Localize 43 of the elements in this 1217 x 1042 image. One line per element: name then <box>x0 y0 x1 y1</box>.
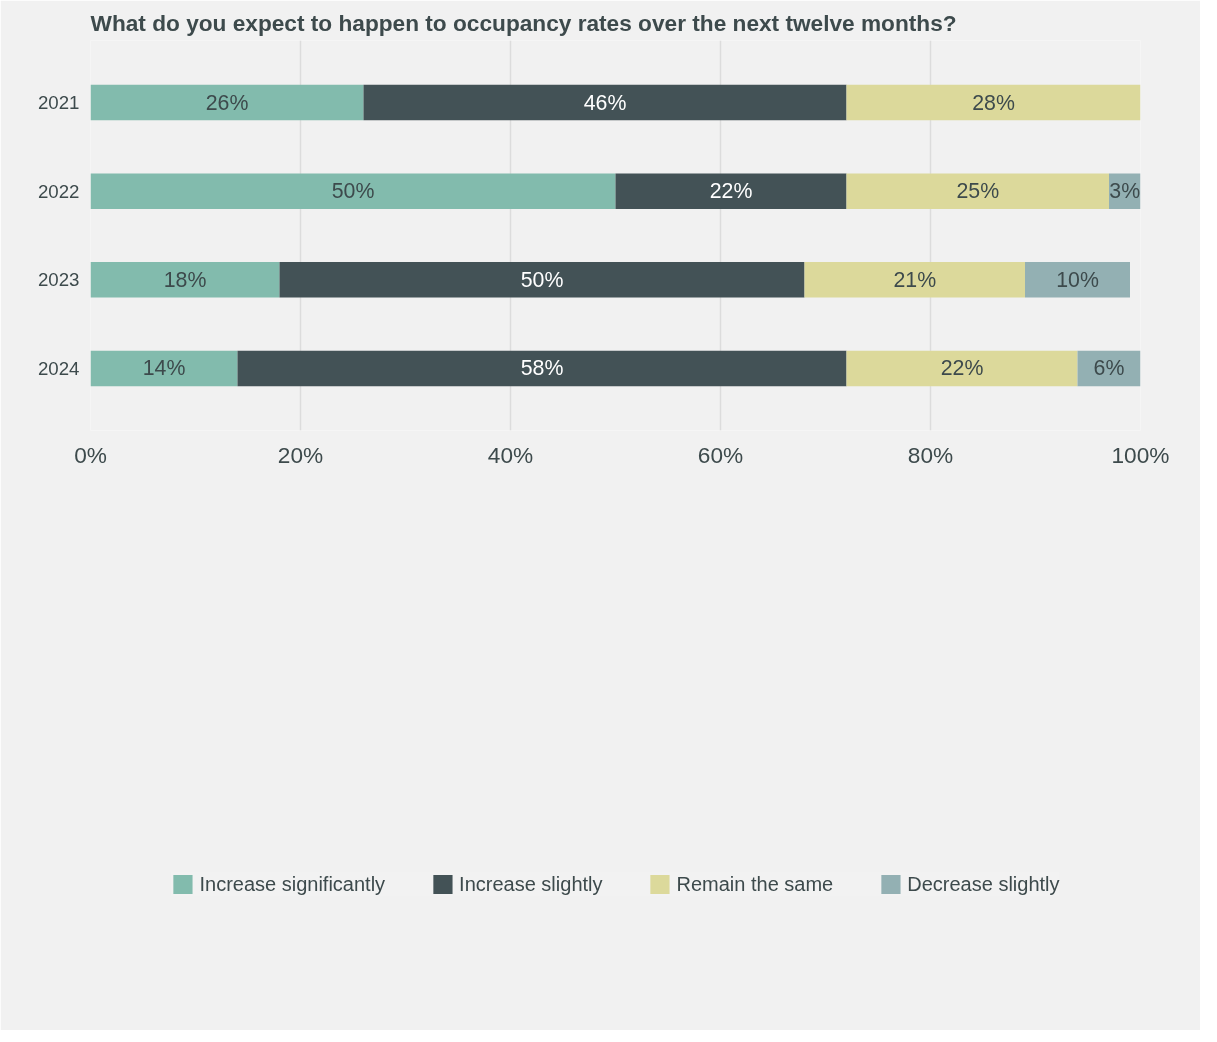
legend-label: Increase slightly <box>459 872 603 896</box>
data-label: 6% <box>1093 356 1125 381</box>
x-tick-label: 100% <box>1111 441 1170 468</box>
bar <box>90 262 280 298</box>
data-label: 10% <box>1056 267 1099 292</box>
data-label: 50% <box>331 179 375 204</box>
legend-label: Increase significantly <box>199 872 386 896</box>
bar <box>846 84 1141 121</box>
x-tick-label: 0% <box>74 441 107 468</box>
data-label: 28% <box>972 90 1015 115</box>
y-tick-label: 2023 <box>38 269 80 291</box>
bar <box>237 350 847 387</box>
bar <box>846 173 1109 209</box>
data-label: 18% <box>163 267 207 292</box>
data-label: 46% <box>583 90 627 115</box>
legend-label: Remain the same <box>676 872 834 896</box>
x-tick-label: 60% <box>697 441 744 468</box>
bar <box>804 262 1025 298</box>
data-label: 58% <box>520 356 564 381</box>
y-tick-label: 2021 <box>38 92 80 114</box>
bar <box>90 84 364 121</box>
bar <box>90 350 238 387</box>
data-label: 50% <box>520 267 564 292</box>
data-label: 21% <box>893 267 937 292</box>
data-label: 26% <box>205 90 249 115</box>
x-tick-label: 20% <box>277 441 324 468</box>
bar <box>363 84 847 121</box>
y-tick-label: 2024 <box>38 357 80 379</box>
data-label: 22% <box>940 356 984 381</box>
bar <box>90 173 616 209</box>
data-label: 3% <box>1109 179 1141 204</box>
bar <box>1025 262 1130 298</box>
x-tick-label: 80% <box>907 441 954 468</box>
data-label: 25% <box>956 179 1000 204</box>
bar <box>615 173 847 209</box>
bar <box>846 350 1078 387</box>
data-label: 14% <box>142 356 186 381</box>
x-tick-label: 40% <box>487 441 534 468</box>
y-tick-label: 2022 <box>38 180 80 202</box>
data-label: 22% <box>709 179 753 204</box>
legend-label: Decrease slightly <box>907 872 1060 896</box>
bar <box>279 262 805 298</box>
chart-title: What do you expect to happen to occupancy rates over the next twelve months? <box>90 9 957 36</box>
